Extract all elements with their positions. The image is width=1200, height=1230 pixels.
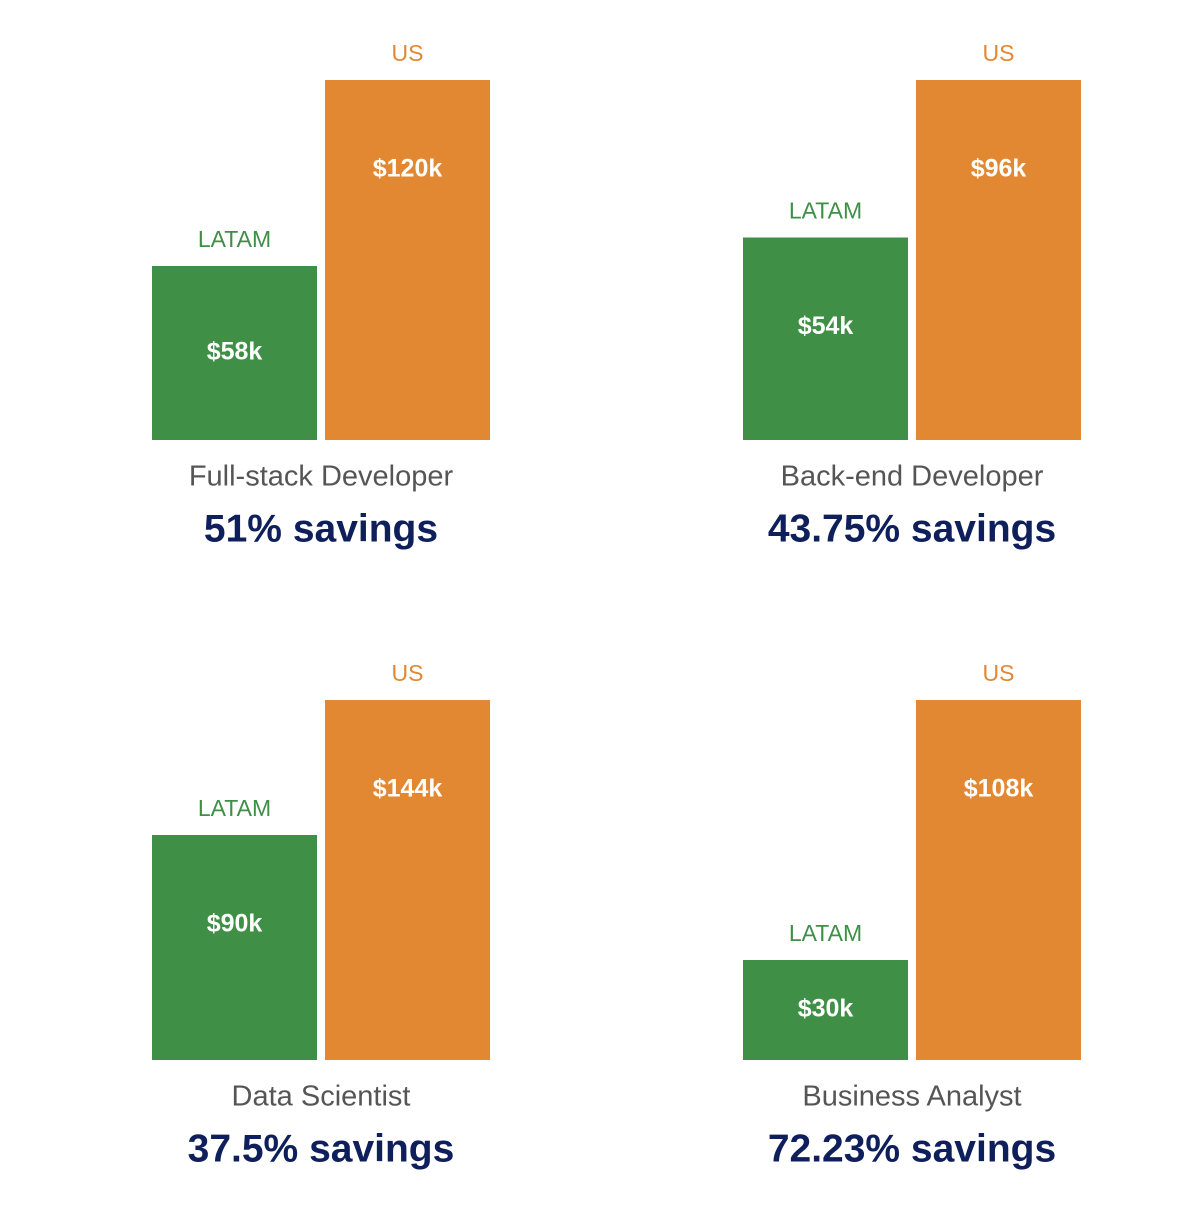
bar <box>743 237 908 440</box>
value-label: $90k <box>207 910 263 938</box>
bar <box>325 700 490 1060</box>
chart-subtitle: 37.5% savings <box>188 1127 455 1170</box>
value-label: $120k <box>373 155 443 183</box>
chart-subtitle: 43.75% savings <box>768 507 1056 550</box>
category-label: LATAM <box>198 795 271 821</box>
chart-title: Business Analyst <box>802 1081 1021 1113</box>
chart-subtitle: 51% savings <box>204 507 438 550</box>
chart-title: Back-end Developer <box>781 461 1044 493</box>
value-label: $96k <box>971 155 1027 183</box>
category-label: LATAM <box>198 226 271 252</box>
category-label: US <box>983 40 1015 66</box>
value-label: $58k <box>207 338 263 366</box>
bar <box>916 80 1081 440</box>
chart-subtitle: 72.23% savings <box>768 1127 1056 1170</box>
category-label: US <box>392 40 424 66</box>
value-label: $54k <box>798 312 854 340</box>
value-label: $144k <box>373 775 443 803</box>
category-label: US <box>983 660 1015 686</box>
bar <box>152 835 317 1060</box>
bar <box>325 80 490 440</box>
value-label: $108k <box>964 775 1034 803</box>
bar <box>743 960 908 1060</box>
chart-title: Full-stack Developer <box>189 461 454 493</box>
category-label: LATAM <box>789 920 862 946</box>
category-label: US <box>392 660 424 686</box>
chart-title: Data Scientist <box>232 1081 411 1113</box>
bar <box>916 700 1081 1060</box>
bar <box>152 266 317 440</box>
category-label: LATAM <box>789 198 862 224</box>
value-label: $30k <box>798 995 854 1023</box>
